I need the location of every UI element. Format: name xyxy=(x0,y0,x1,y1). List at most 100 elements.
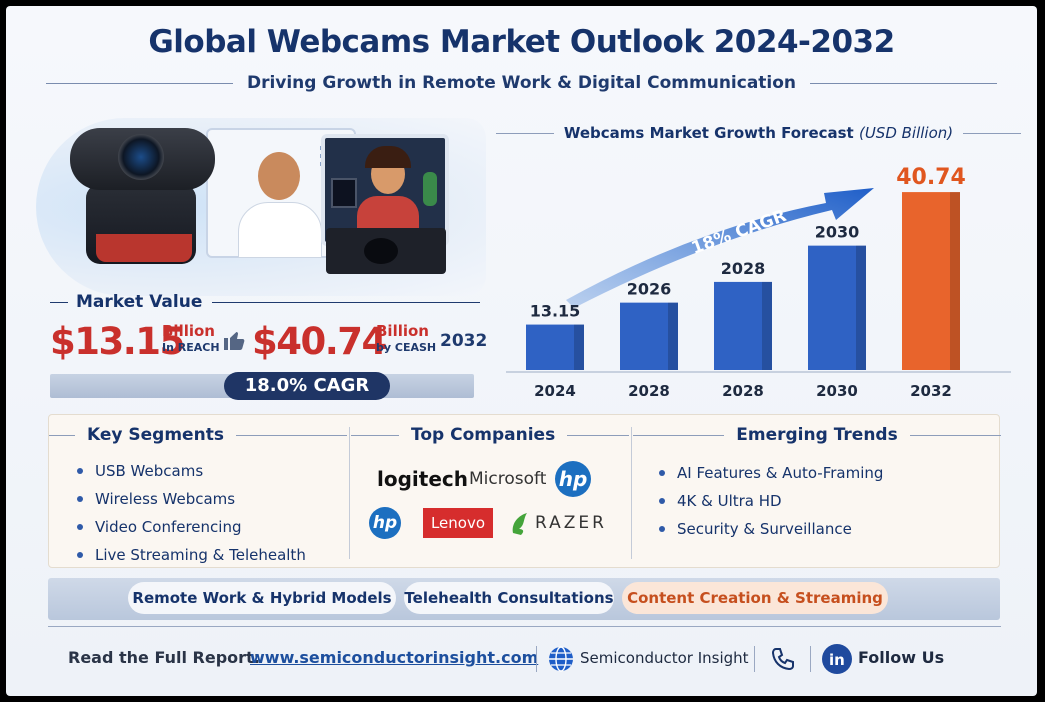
plant-icon xyxy=(423,172,437,206)
data-label-2: 2028 xyxy=(721,259,766,278)
tick-label-4: 2032 xyxy=(910,382,952,400)
segments-list: USB Webcams Wireless Webcams Video Confe… xyxy=(77,459,306,571)
page-subtitle: Driving Growth in Remote Work & Digital … xyxy=(246,73,797,93)
list-item: Security & Surveillance xyxy=(659,517,883,545)
svg-text:in: in xyxy=(829,651,845,669)
globe-icon xyxy=(549,646,573,672)
divider xyxy=(50,301,68,303)
chart-heading: Webcams Market Growth Forecast (USD Bill… xyxy=(496,118,1021,148)
start-value: $13.15 xyxy=(50,320,185,363)
bar-shade-2 xyxy=(762,281,772,370)
linkedin-icon[interactable]: in xyxy=(822,644,852,674)
bar-shade-0 xyxy=(574,324,584,370)
chart-title-text: Webcams Market Growth Forecast xyxy=(563,124,854,142)
divider xyxy=(909,434,1001,436)
end-note: by CEASH xyxy=(376,341,437,354)
trends-list: AI Features & Auto-Framing 4K & Ultra HD… xyxy=(659,461,883,545)
chart-title: Webcams Market Growth Forecast (USD Bill… xyxy=(554,124,963,142)
data-label-1: 2026 xyxy=(627,280,672,299)
hp-logo: hp xyxy=(555,461,591,497)
divider xyxy=(631,427,632,559)
lenovo-logo: Lenovo xyxy=(423,508,493,538)
bar-3 xyxy=(808,245,866,370)
divider xyxy=(48,626,1001,627)
tick-label-3: 2030 xyxy=(816,382,858,400)
tick-label-0: 2024 xyxy=(534,382,576,400)
bar-shade-4 xyxy=(950,192,960,370)
trends-column: Emerging Trends AI Features & Auto-Frami… xyxy=(633,415,1001,569)
webcam-stand xyxy=(96,234,192,262)
list-item: 4K & Ultra HD xyxy=(659,489,883,517)
divider xyxy=(496,132,554,134)
bar-2 xyxy=(714,281,772,370)
start-unit: Billion xyxy=(162,322,215,340)
bar-shade-3 xyxy=(856,245,866,370)
doctor-head xyxy=(258,152,300,200)
razer-snake-icon xyxy=(512,513,527,535)
cagr-bar: 18.0% CAGR xyxy=(50,372,474,400)
infographic: Global Webcams Market Outlook 2024-2032 … xyxy=(6,6,1037,696)
phone-icon[interactable] xyxy=(770,646,796,672)
application-chip: Remote Work & Hybrid Models xyxy=(128,582,396,614)
data-label-0: 13.15 xyxy=(530,302,581,321)
read-report-label: Read the Full Report: xyxy=(68,648,261,667)
divider xyxy=(810,646,811,672)
market-value-heading: Market Value xyxy=(50,290,480,314)
trends-title: Emerging Trends xyxy=(736,425,898,445)
footer: Read the Full Report: www.semiconductori… xyxy=(68,642,1008,674)
cagr-badge: 18.0% CAGR xyxy=(224,372,390,400)
list-item: USB Webcams xyxy=(77,459,306,487)
market-values: $13.15 Billion In REACH $40.74 Billion b… xyxy=(50,316,490,366)
doctor-coat xyxy=(238,202,322,258)
segments-column: Key Segments USB Webcams Wireless Webcam… xyxy=(49,415,347,569)
logitech-logo: logitech xyxy=(377,467,468,491)
market-value-label: Market Value xyxy=(76,292,203,312)
thumbs-up-icon xyxy=(224,332,245,350)
tick-label-1: 2028 xyxy=(628,382,670,400)
page-title: Global Webcams Market Outlook 2024-2032 xyxy=(148,24,895,60)
brand-name: Semiconductor Insight xyxy=(580,649,749,667)
report-link[interactable]: www.semiconductorinsight.com xyxy=(250,648,539,667)
growth-chart: Webcams Market Growth Forecast (USD Bill… xyxy=(496,118,1021,408)
list-item: Live Streaming & Telehealth xyxy=(77,543,306,571)
webcam-lens-icon xyxy=(118,134,164,180)
divider xyxy=(963,132,1021,134)
end-year: 2032 xyxy=(440,331,488,351)
applications-band: Remote Work & Hybrid Models Telehealth C… xyxy=(48,578,1000,620)
tick-label-2: 2028 xyxy=(722,382,764,400)
divider xyxy=(536,646,537,672)
bar-shade-1 xyxy=(668,302,678,370)
divider xyxy=(567,434,629,436)
hero-illustration xyxy=(36,118,486,296)
data-label-3: 2030 xyxy=(815,223,860,242)
divider xyxy=(633,434,725,436)
chart-plot: 18% CAGR 13.15 2024 2026 2028 2028 2028 2030 20… xyxy=(506,165,1011,400)
application-chip: Content Creation & Streaming xyxy=(622,582,888,614)
end-unit: Billion xyxy=(376,322,429,340)
follow-us-link[interactable]: Follow Us xyxy=(858,648,945,667)
bar-0 xyxy=(526,324,584,370)
cagr-annotation: 18% CAGR xyxy=(689,206,789,259)
divider xyxy=(754,646,755,672)
start-note: In REACH xyxy=(162,341,220,354)
list-item: Wireless Webcams xyxy=(77,487,306,515)
list-item: Video Conferencing xyxy=(77,515,306,543)
chart-title-unit: (USD Billion) xyxy=(858,124,954,142)
companies-heading: Top Companies xyxy=(351,423,629,447)
segments-heading: Key Segments xyxy=(49,423,347,447)
subtitle-row: Driving Growth in Remote Work & Digital … xyxy=(46,72,997,94)
microsoft-logo: Microsoft xyxy=(469,469,547,489)
bar-4 xyxy=(902,192,960,370)
divider xyxy=(46,82,233,84)
bar-1 xyxy=(620,302,678,370)
divider xyxy=(212,301,480,303)
info-boxes: Key Segments USB Webcams Wireless Webcam… xyxy=(48,414,1001,569)
application-chip: Telehealth Consultations xyxy=(404,582,614,614)
mini-webcam-icon xyxy=(364,238,398,264)
divider xyxy=(49,434,75,436)
caller-hair xyxy=(365,146,411,168)
hp-logo: hp xyxy=(369,507,401,539)
divider xyxy=(349,427,350,559)
laptop-icon xyxy=(326,228,446,274)
segments-title: Key Segments xyxy=(87,425,224,445)
